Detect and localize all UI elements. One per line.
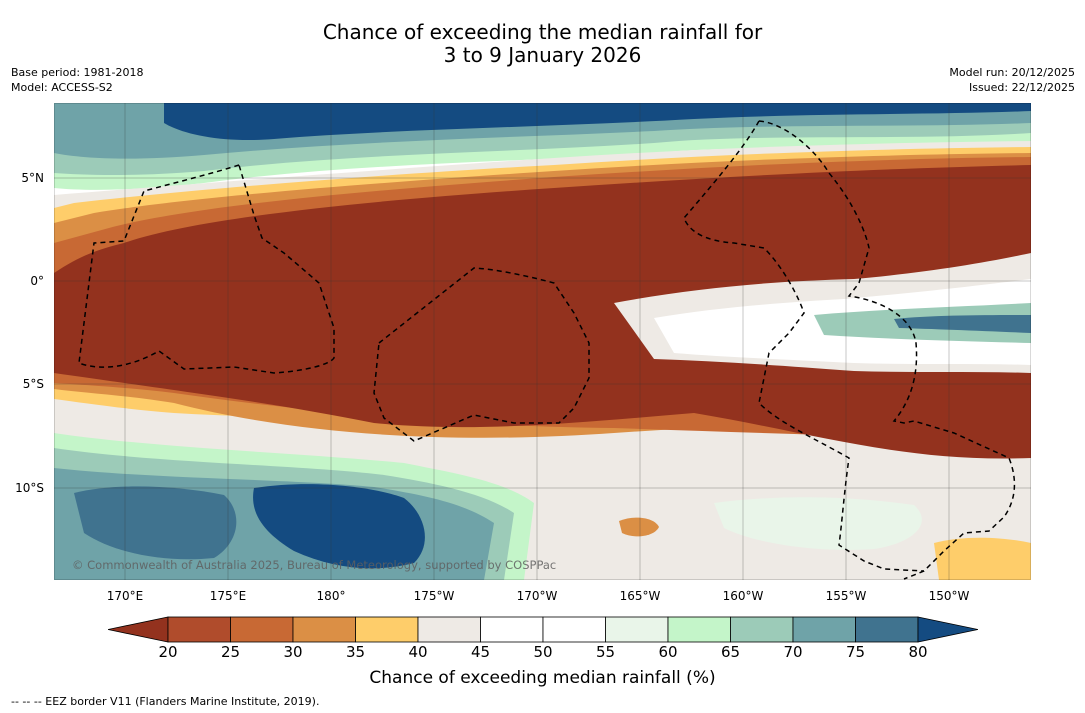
copyright-notice: © Commonwealth of Australia 2025, Bureau…	[72, 558, 557, 572]
colorbar-segment	[417, 616, 481, 643]
issued-date: Issued: 22/12/2025	[968, 81, 1075, 94]
colorbar-tick-label: 55	[595, 643, 616, 661]
southeast-green-patch	[714, 497, 922, 550]
colorbar-segment	[792, 616, 856, 643]
eez-border-central	[373, 267, 590, 442]
colorbar	[108, 616, 978, 643]
lon-label-165w: 165°W	[619, 589, 661, 603]
south-orange-patch	[619, 517, 659, 537]
lon-label-150w: 150°W	[928, 589, 970, 603]
colorbar-tick-label: 65	[720, 643, 741, 661]
colorbar-segment	[605, 616, 669, 643]
north-blue-region	[164, 103, 1031, 141]
colorbar-tick-label: 25	[220, 643, 241, 661]
colorbar-segment	[542, 616, 606, 643]
lon-label-170w: 170°W	[516, 589, 558, 603]
title-line-1: Chance of exceeding the median rainfall …	[322, 20, 763, 44]
colorbar-label: Chance of exceeding median rainfall (%)	[369, 668, 716, 688]
lon-label-155w: 155°W	[825, 589, 867, 603]
colorbar-segment	[667, 616, 731, 643]
colorbar-segment	[730, 616, 794, 643]
base-period: Base period: 1981-2018	[11, 66, 144, 79]
lon-label-160w: 160°W	[722, 589, 764, 603]
colorbar-tick-label: 30	[283, 643, 303, 661]
eez-borders	[78, 120, 1016, 580]
eez-border-east-south	[683, 120, 925, 572]
colorbar-tick-label: 45	[470, 643, 491, 661]
colorbar-tick-label: 40	[408, 643, 428, 661]
model-name: Model: ACCESS-S2	[11, 81, 113, 94]
lat-label-0: 0°	[30, 274, 44, 288]
lon-label-175e: 175°E	[209, 589, 247, 603]
lat-label-5s: 5°S	[22, 377, 44, 391]
colorbar-segment	[480, 616, 544, 643]
colorbar-tick-label: 20	[158, 643, 178, 661]
colorbar-arrow-high	[917, 616, 978, 643]
model-run: Model run: 20/12/2025	[949, 66, 1075, 79]
dry-band-core	[54, 165, 1031, 459]
colorbar-segment	[355, 616, 419, 643]
south-blue-region-2	[74, 486, 237, 560]
colorbar-tick-label: 70	[783, 643, 803, 661]
meta-right: Model run: 20/12/2025 Issued: 22/12/2025	[949, 65, 1075, 95]
colorbar-segment	[230, 616, 294, 643]
colorbar-tick-label: 60	[658, 643, 678, 661]
lon-label-180: 180°	[316, 589, 346, 603]
colorbar-tick-label: 50	[533, 643, 553, 661]
lon-label-170e: 170°E	[106, 589, 144, 603]
eez-border-west	[78, 164, 335, 374]
east-wet-tongue-blue	[894, 315, 1031, 333]
southeast-orange-patch	[934, 537, 1031, 580]
lat-label-5n: 5°N	[21, 171, 44, 185]
eez-border-east-north	[758, 120, 1016, 580]
lon-label-175w: 175°W	[413, 589, 455, 603]
map-title: Chance of exceeding the median rainfall …	[0, 21, 1085, 67]
lat-label-10s: 10°S	[15, 481, 44, 495]
meta-left: Base period: 1981-2018 Model: ACCESS-S2	[11, 65, 143, 95]
colorbar-segment	[292, 616, 356, 643]
colorbar-segment	[167, 616, 231, 643]
colorbar-tick-label: 75	[845, 643, 866, 661]
colorbar-tick-label: 35	[345, 643, 366, 661]
colorbar-tick-label: 80	[908, 643, 928, 661]
map-frame	[54, 103, 1031, 580]
title-line-2: 3 to 9 January 2026	[443, 43, 642, 67]
rainfall-map	[54, 103, 1031, 580]
eez-footnote: -- -- -- EEZ border V11 (Flanders Marine…	[11, 695, 320, 708]
colorbar-segment	[855, 616, 919, 643]
graticule	[54, 103, 1031, 580]
south-blue-region	[253, 484, 425, 569]
colorbar-arrow-low	[108, 616, 169, 643]
